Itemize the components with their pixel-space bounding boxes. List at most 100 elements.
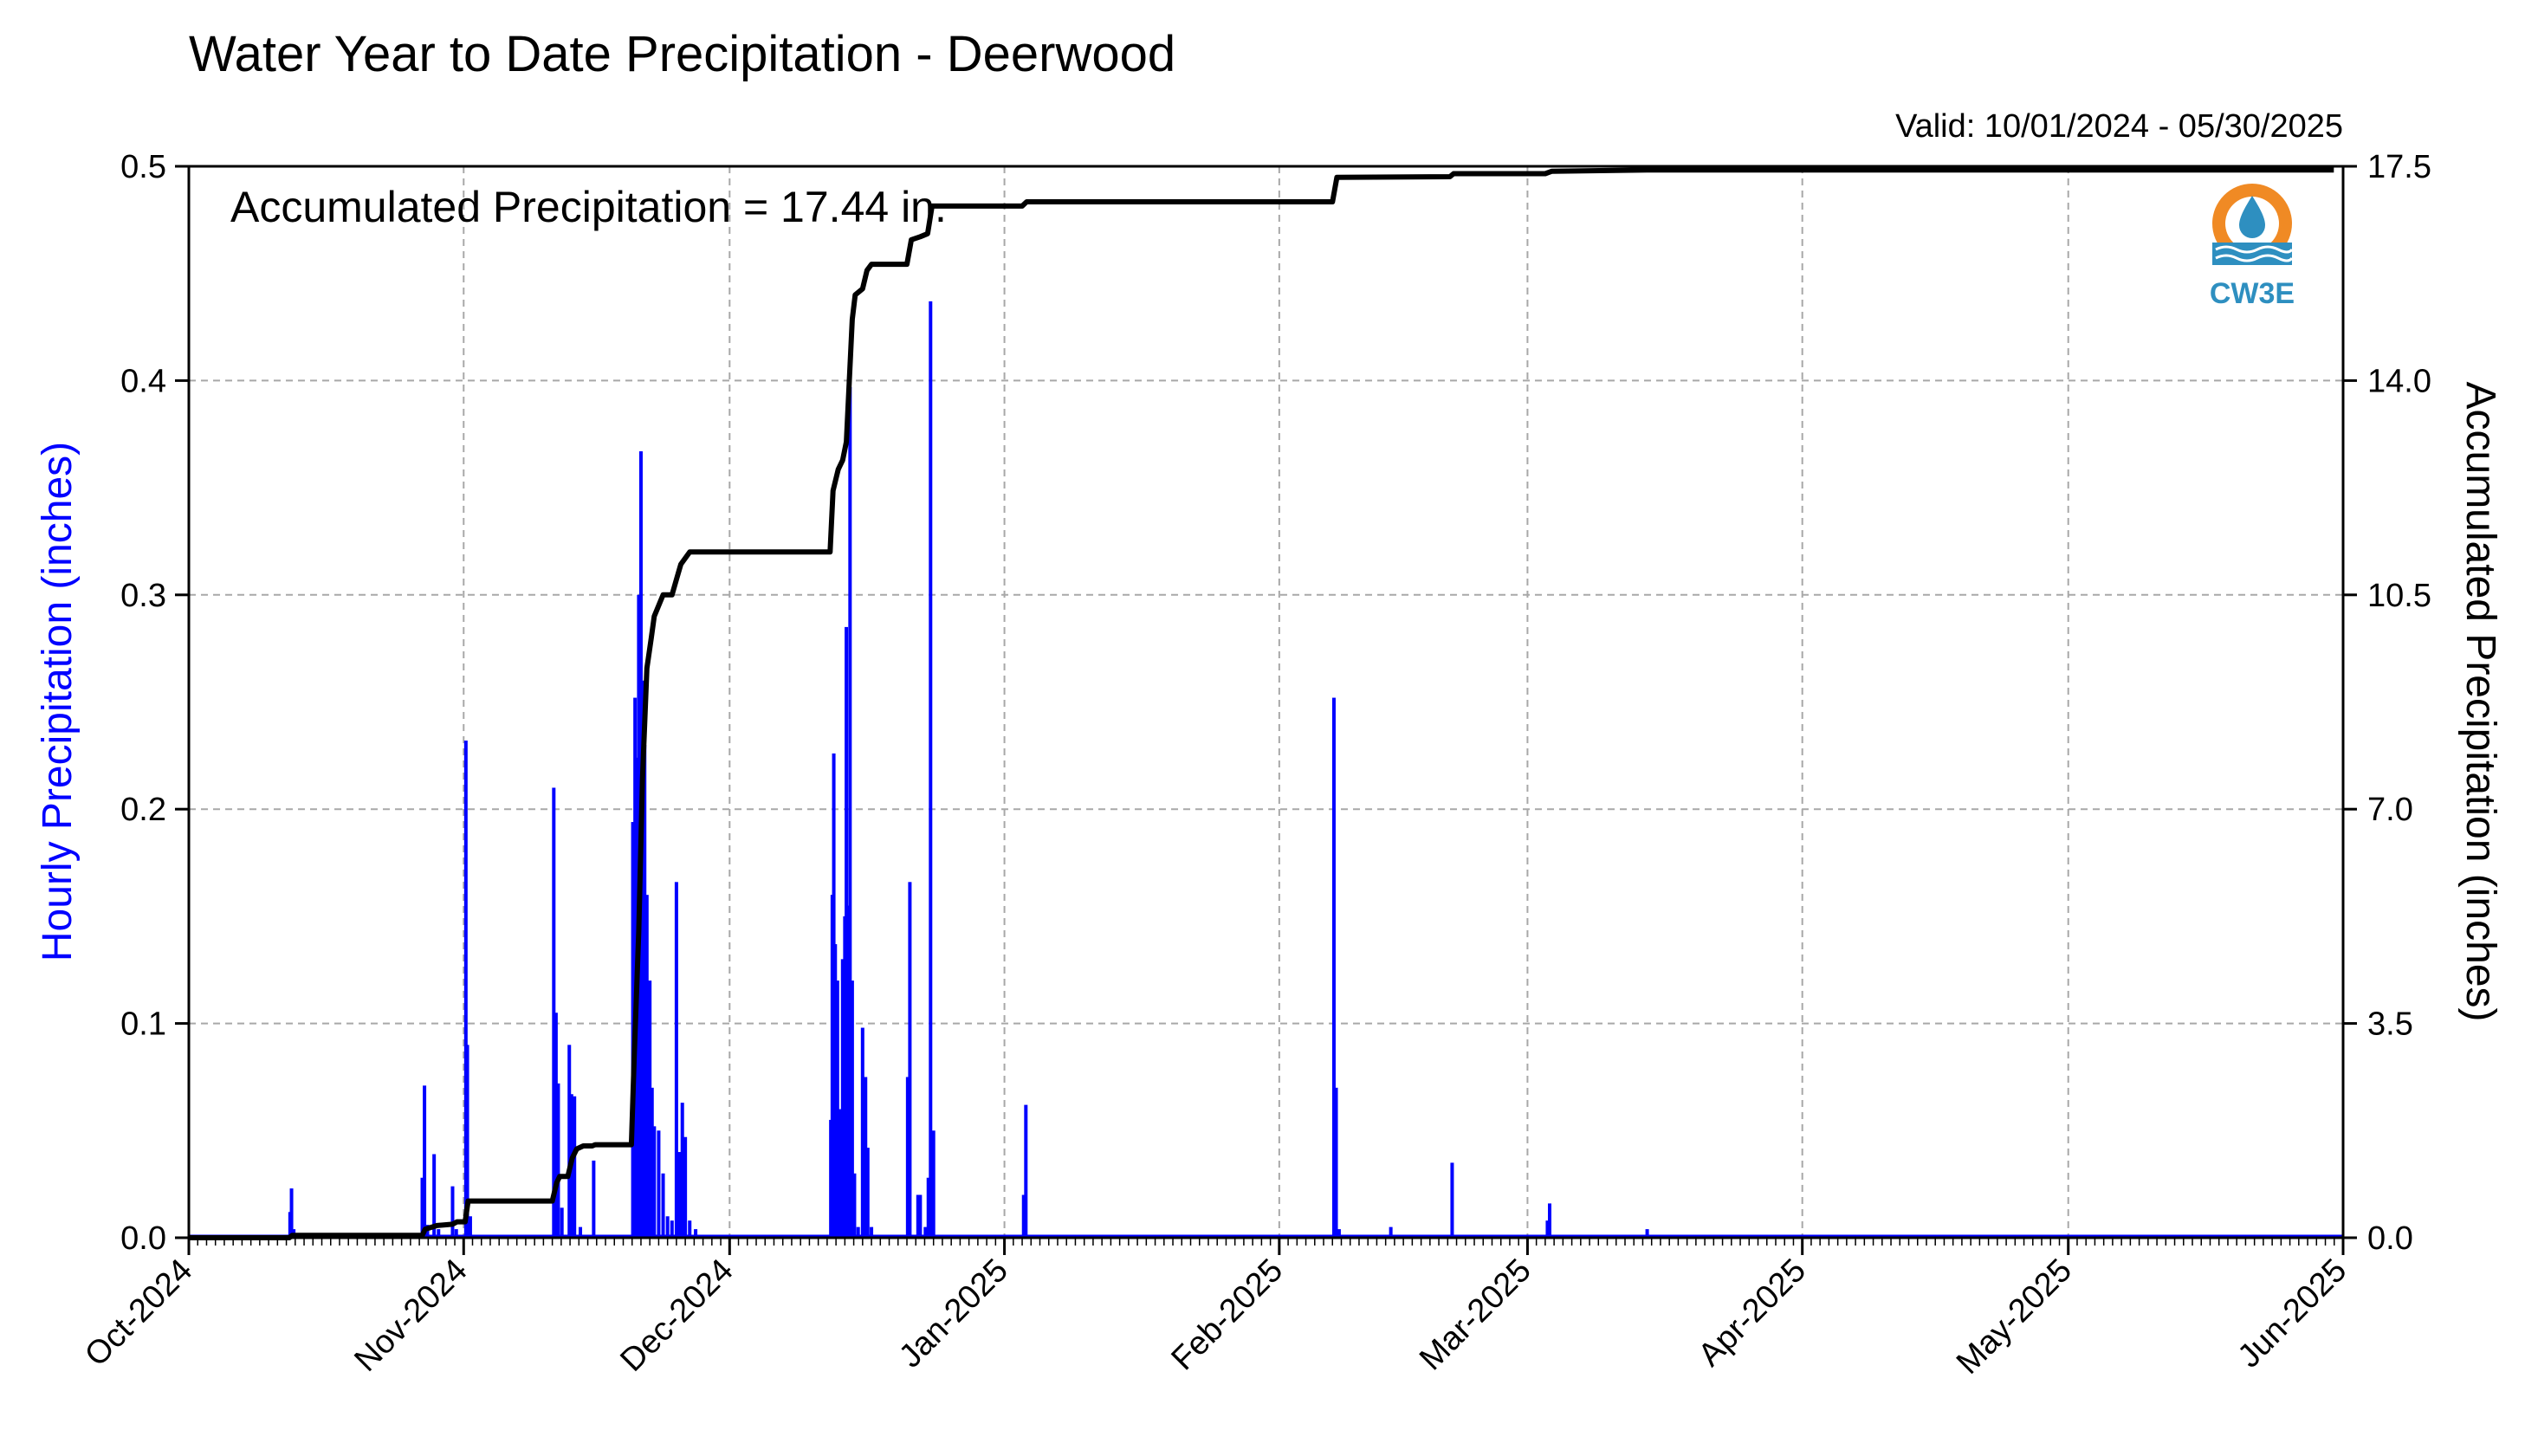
y-right-tick-label: 14.0: [2367, 363, 2431, 399]
y-axis-right: 0.0 3.5 7.0 10.5 14.0 17.5: [2343, 149, 2431, 1257]
precip-bar: [694, 1229, 698, 1238]
y-right-tick-label: 17.5: [2367, 149, 2431, 185]
precip-bar: [1389, 1226, 1393, 1238]
precip-bar: [929, 301, 933, 1238]
y-right-tick-label: 3.5: [2367, 1006, 2413, 1043]
precip-bar: [423, 1085, 427, 1238]
precip-bar: [1645, 1229, 1649, 1238]
grid-lines: [189, 166, 2343, 1238]
precip-bar: [463, 741, 468, 1238]
precip-bar: [425, 1225, 430, 1238]
x-tick-label: Nov-2024: [347, 1252, 474, 1379]
precip-bar: [838, 1109, 842, 1238]
precip-bar: [1334, 1087, 1338, 1238]
y-right-tick-label: 7.0: [2367, 792, 2413, 828]
precip-bar: [643, 744, 647, 1238]
precip-bar: [560, 1207, 564, 1238]
precip-bar: [454, 1229, 458, 1238]
precip-bar: [845, 905, 850, 1238]
precip-bar: [661, 1173, 665, 1238]
precip-bar: [644, 895, 649, 1238]
y-left-tick-label: 0.1: [120, 1006, 166, 1043]
precip-bar: [1024, 1104, 1028, 1238]
precip-bar: [674, 882, 678, 1238]
accumulated-annotation: Accumulated Precipitation = 17.44 in.: [230, 183, 947, 231]
precip-bar: [918, 1194, 923, 1238]
precip-bar: [670, 1220, 674, 1238]
x-tick-label: Apr-2025: [1692, 1252, 1813, 1374]
x-tick-label: Mar-2025: [1413, 1252, 1538, 1378]
x-tick-label: May-2025: [1950, 1252, 2079, 1382]
precip-bar: [573, 1096, 577, 1238]
precip-bar: [840, 959, 845, 1238]
precip-bar: [450, 1186, 455, 1238]
precip-bar: [432, 1154, 437, 1238]
precip-bar: [579, 1226, 583, 1238]
accumulated-line: [189, 167, 2334, 1240]
precip-bar: [1337, 1229, 1341, 1238]
precip-bar: [640, 680, 644, 1238]
precip-bar: [465, 1045, 469, 1238]
precip-bar: [556, 1083, 560, 1238]
precip-bar: [468, 1216, 472, 1238]
precip-bar: [856, 1226, 860, 1238]
precip-bar: [923, 1226, 928, 1238]
y-axis-right-label: Accumulated Precipitation (inches): [2457, 381, 2503, 1021]
precip-bar: [916, 1194, 920, 1238]
y-axis-left: 0.0 0.1 0.2 0.3 0.4 0.5: [120, 149, 189, 1257]
precip-bar: [688, 1220, 692, 1238]
precip-bar: [931, 1130, 936, 1238]
x-axis: Oct-2024 Nov-2024 Dec-2024 Jan-2025 Feb-2025…: [78, 1238, 2353, 1382]
precip-bar: [1450, 1162, 1454, 1238]
valid-date-range: Valid: 10/01/2024 - 05/30/2025: [1895, 108, 2343, 145]
precip-bar: [848, 386, 852, 1238]
precip-bar: [908, 882, 912, 1238]
logo-drop-icon: [2239, 196, 2265, 238]
y-axis-left-label: Hourly Precipitation (inches): [35, 442, 81, 961]
precip-bar: [1545, 1220, 1550, 1238]
y-left-tick-label: 0.4: [120, 363, 166, 399]
x-tick-label: Feb-2025: [1164, 1252, 1290, 1378]
logo-wave-line-icon: [2215, 245, 2294, 262]
precip-bar: [289, 1188, 294, 1238]
precip-bar: [677, 1152, 682, 1238]
y-right-tick-label: 0.0: [2367, 1220, 2413, 1257]
precip-bar: [680, 1103, 684, 1238]
precip-bar: [926, 1177, 930, 1238]
precip-bar: [552, 787, 556, 1238]
precip-bar: [665, 1216, 670, 1238]
precip-bar: [567, 1045, 572, 1238]
precip-bar: [870, 1226, 874, 1238]
precip-bar: [1548, 1203, 1552, 1238]
precip-bar: [652, 1126, 657, 1238]
y-left-tick-label: 0.5: [120, 149, 166, 185]
precip-bar: [437, 1229, 441, 1238]
y-left-tick-label: 0.0: [120, 1220, 166, 1257]
y-right-tick-label: 10.5: [2367, 578, 2431, 614]
precip-bar: [852, 1173, 857, 1238]
precip-bar: [650, 1087, 654, 1238]
precip-bar: [833, 944, 838, 1238]
precip-bar: [835, 980, 839, 1238]
precip-bar: [657, 1130, 661, 1238]
x-tick-label: Jun-2025: [2231, 1252, 2354, 1375]
logo-text: CW3E: [2210, 277, 2295, 310]
y-left-tick-label: 0.3: [120, 578, 166, 614]
precip-bar: [1331, 697, 1336, 1238]
precip-bar: [554, 1013, 558, 1238]
x-minor-ticks: [188, 1238, 2344, 1246]
precip-bar: [860, 1027, 864, 1238]
precip-bar: [865, 1148, 870, 1238]
precip-bar: [850, 980, 854, 1238]
precip-bar: [1021, 1194, 1026, 1238]
x-tick-label: Jan-2025: [892, 1252, 1015, 1375]
precip-bar: [864, 1077, 868, 1238]
hourly-bars: [189, 301, 2343, 1238]
precip-bar: [648, 980, 652, 1238]
x-tick-label: Oct-2024: [78, 1252, 199, 1374]
plot-frame: [187, 165, 2345, 1239]
cw3e-logo: CW3E: [2210, 184, 2295, 310]
chart-title: Water Year to Date Precipitation - Deerw…: [189, 26, 1175, 82]
precip-bar: [420, 1177, 424, 1238]
